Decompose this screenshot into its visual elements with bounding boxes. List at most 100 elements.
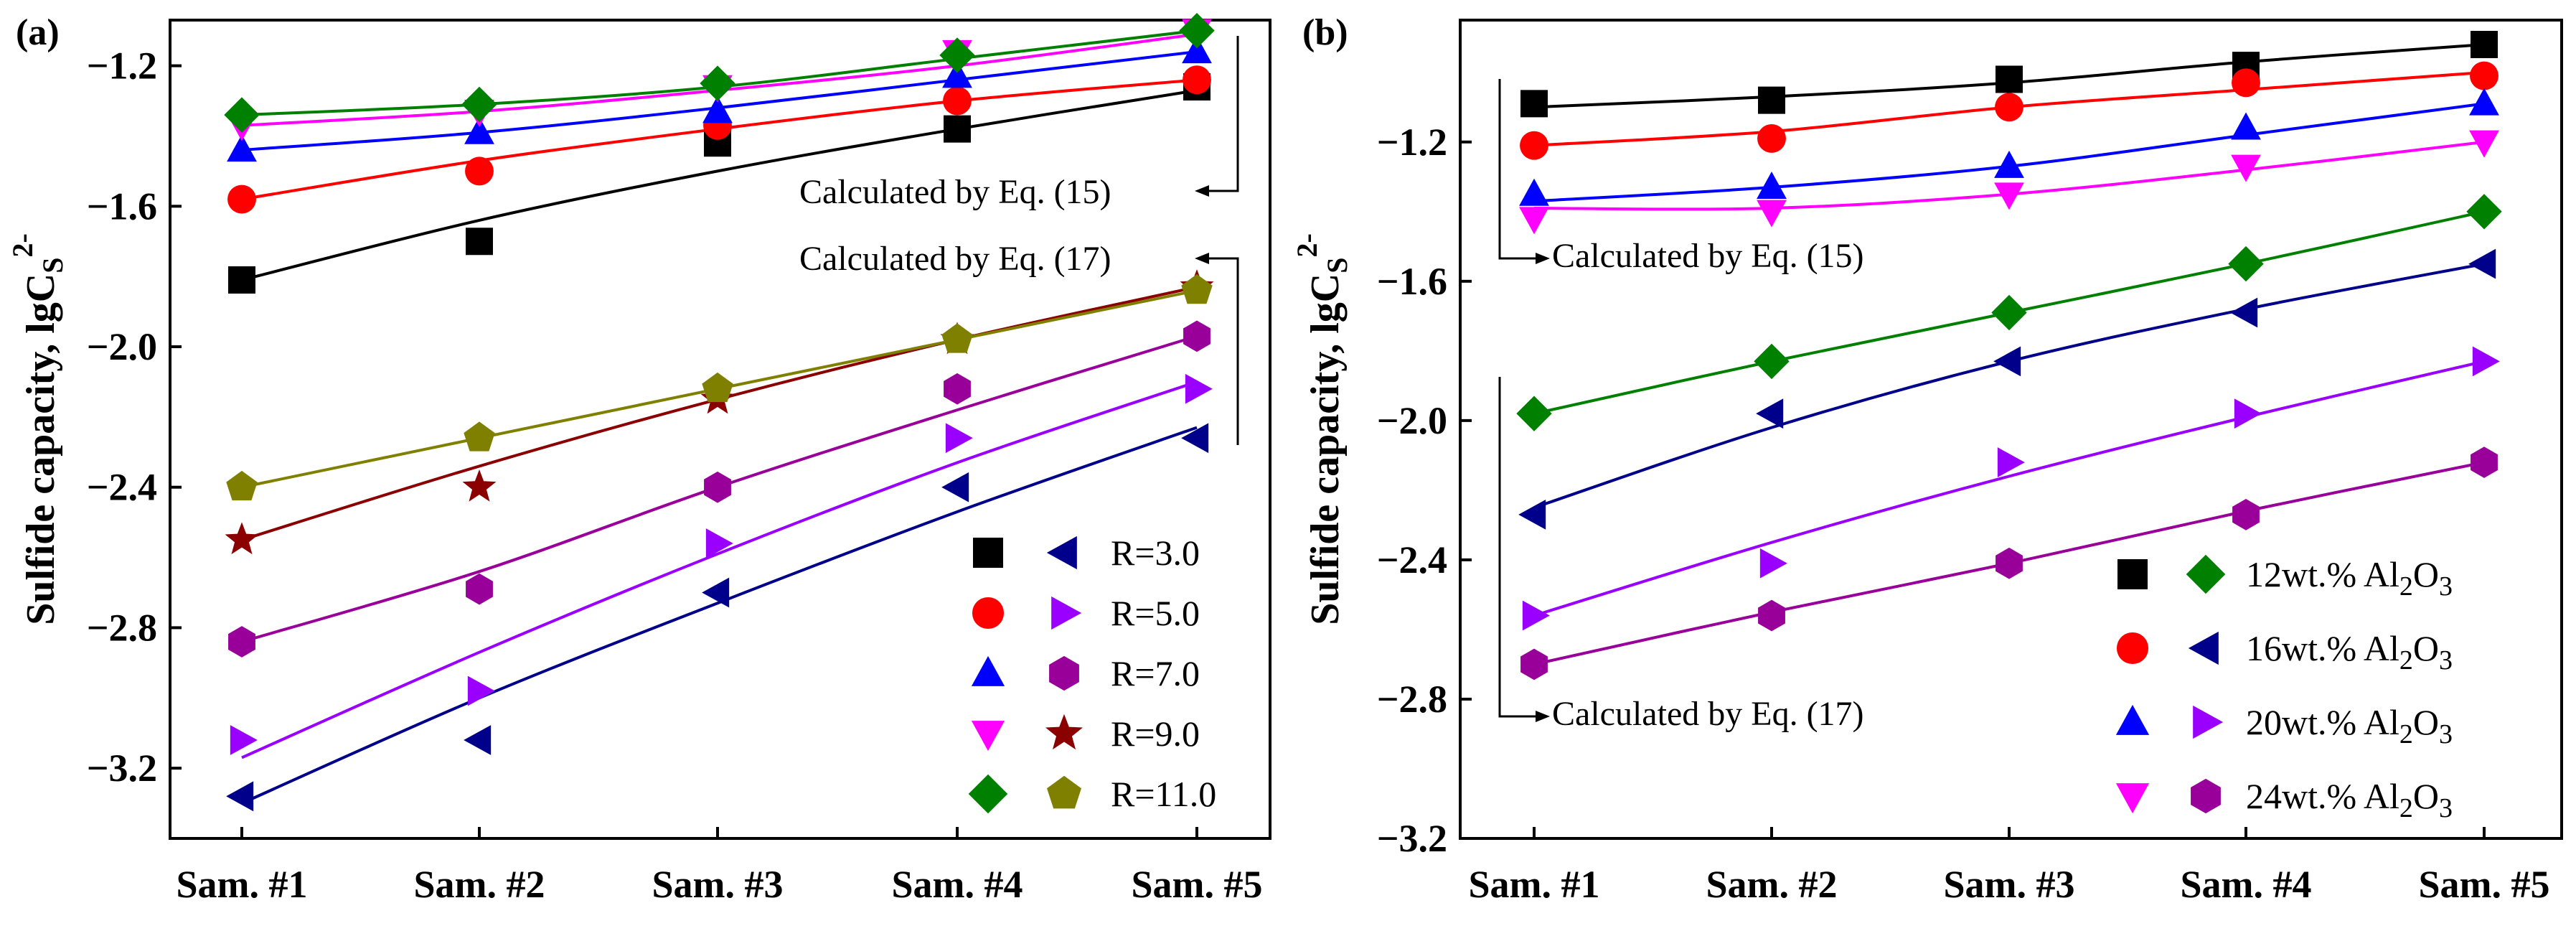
panel-b-data-point <box>1757 172 1787 200</box>
panel-a-data-point <box>944 373 971 405</box>
panel-b-legend-marker <box>2115 704 2150 735</box>
panel-a-legend-label: R=7.0 <box>1111 653 1200 693</box>
panel-a-annotation-eq17-text: Calculated by Eq. (17) <box>799 240 1111 278</box>
panel-b-data-point <box>1757 123 1786 153</box>
panel-a-data-point <box>941 323 973 353</box>
panel-a-data-point <box>942 60 972 88</box>
panel-b-data-point <box>2230 297 2258 328</box>
panel-b-data-point <box>1519 207 1549 235</box>
panel-b-annotation-eq15-text: Calculated by Eq. (15) <box>1552 237 1864 275</box>
panel-a-annotation-eq17-arrow <box>1195 253 1209 264</box>
panel-a-data-point <box>465 156 494 186</box>
panel-b-data-point <box>1994 182 2024 210</box>
panel-a-data-point <box>226 781 254 812</box>
panel-a-y-axis-label: Sulfide capacity, lgCS2- <box>6 233 69 625</box>
panel-a-data-point <box>225 522 259 555</box>
panel-a-annotation-eq15-text: Calculated by Eq. (15) <box>799 173 1111 211</box>
panel-a-x-tick-label: Sam. #5 <box>1131 863 1262 906</box>
panel-b-data-point <box>1996 65 2023 93</box>
panel-a-fit-line <box>241 285 1198 542</box>
panel-b-y-tick-label: −1.6 <box>1377 260 1447 303</box>
panel-b-x-tick-label: Sam. #2 <box>1706 863 1837 906</box>
panel-a-data-point <box>1183 320 1211 352</box>
panel-b-data-point <box>1520 90 1548 118</box>
panel-a-annotation-eq17-bracket <box>1201 257 1239 445</box>
panel-a-data-point <box>1181 273 1213 304</box>
panel-b-data-point <box>1997 447 2025 477</box>
panel-a-data-point <box>1181 423 1209 454</box>
panel-a-data-point <box>464 725 492 755</box>
panel-a-data-point <box>228 266 255 294</box>
panel-a-x-tick-label: Sam. #1 <box>176 863 307 906</box>
panel-a-data-point <box>1183 65 1211 95</box>
panel-a-legend-marker <box>971 721 1005 752</box>
panel-a-legend-label: R=9.0 <box>1111 714 1200 754</box>
panel-b-data-point <box>2471 30 2498 58</box>
panel-a-data-point <box>226 470 258 501</box>
panel-b-x-tick-label: Sam. #4 <box>2180 863 2311 906</box>
panel-b-data-point <box>2472 346 2500 377</box>
panel-a-data-point <box>230 725 258 755</box>
panel-b-data-point <box>2234 398 2262 429</box>
panel-a-data-point <box>1179 12 1215 49</box>
panel-a-legend-marker <box>973 538 1003 568</box>
panel-b-legend-label: 24wt.% Al2O3 <box>2246 776 2453 823</box>
panel-a-data-point <box>228 626 255 658</box>
panel-b-legend-marker <box>2117 559 2148 589</box>
panel-b-legend-label: 12wt.% Al2O3 <box>2246 554 2453 602</box>
panel-a-x-tick-label: Sam. #3 <box>652 863 783 906</box>
panel-a-data-point <box>700 65 735 101</box>
panel-b-plot-frame <box>1459 19 2563 840</box>
panel-a-y-tick-label: −2.0 <box>87 325 157 368</box>
panel-b-y-tick-label: −2.8 <box>1377 678 1447 721</box>
panel-b-data-point <box>1757 200 1787 228</box>
panel-b-x-tick-label: Sam. #3 <box>1943 863 2074 906</box>
panel-a-y-tick-label: −2.8 <box>87 606 157 649</box>
panel-a-fit-line <box>241 426 1198 805</box>
panel-b-x-tick-label: Sam. #5 <box>2418 863 2549 906</box>
panel-b-data-point <box>1993 346 2021 377</box>
panel-b-legend-marker <box>2116 632 2149 665</box>
panel-a-annotation-eq15-bracket <box>1201 36 1239 192</box>
panel-b-data-point <box>2232 68 2260 98</box>
panel-b-data-point <box>2232 499 2260 530</box>
panel-a-data-point <box>702 577 730 608</box>
panel-a-y-tick-label: −1.6 <box>87 184 157 228</box>
panel-a-y-tick-label: −1.2 <box>87 45 157 88</box>
panel-b-legend-marker <box>2188 631 2219 665</box>
panel-a-legend-marker <box>968 774 1008 814</box>
panel-a-y-tick-label: −3.2 <box>87 747 157 790</box>
panel-b-data-point <box>2471 446 2498 478</box>
panel-b-data-point <box>1522 600 1550 631</box>
panel-a-y-tick-label: −2.4 <box>87 466 157 509</box>
panel-b-x-tick-label: Sam. #1 <box>1468 863 1599 906</box>
panel-a-legend-marker <box>971 655 1005 686</box>
panel-a-data-point <box>462 469 497 502</box>
panel-b-data-point <box>1996 547 2023 579</box>
panel-a-data-point <box>943 86 972 116</box>
panel-b-annotation-eq17: Calculated by Eq. (17) <box>1498 377 1864 733</box>
panel-a-data-point <box>227 184 256 214</box>
panel-a-data-point <box>941 472 969 502</box>
panel-b-data-point <box>1756 398 1784 429</box>
panel-a-data-point <box>704 471 731 503</box>
panel-b-data-point <box>1519 178 1549 206</box>
panel-a-data-point <box>464 116 494 144</box>
panel-a-annotation-eq17: Calculated by Eq. (17) <box>799 240 1239 445</box>
panel-a-data-point <box>702 372 733 403</box>
panel-b-data-point <box>1758 599 1785 632</box>
panel-b-label: (b) <box>1302 12 1348 53</box>
panel-b-data-point <box>1758 86 1785 114</box>
panel-b-data-point <box>1759 548 1787 579</box>
panel-b-data-point <box>2466 194 2502 230</box>
panel-b-data-point <box>1991 294 2027 331</box>
panel-b-data-point <box>1516 396 1552 431</box>
panel-b-legend-marker <box>2186 554 2226 594</box>
panel-a-annotation-eq15: Calculated by Eq. (15) <box>799 36 1239 211</box>
panel-b-annotation-eq17-bracket <box>1498 377 1541 718</box>
panel-b-annotation-eq17-text: Calculated by Eq. (17) <box>1552 695 1864 733</box>
panel-b-y-axis-label: Sulfide capacity, lgCS2- <box>1291 233 1353 625</box>
panel-b: (b) Sulfide capacity, lgCS2- −3.2 −2.8 −2.… <box>1291 12 2563 906</box>
panel-a-data-point <box>227 134 257 162</box>
